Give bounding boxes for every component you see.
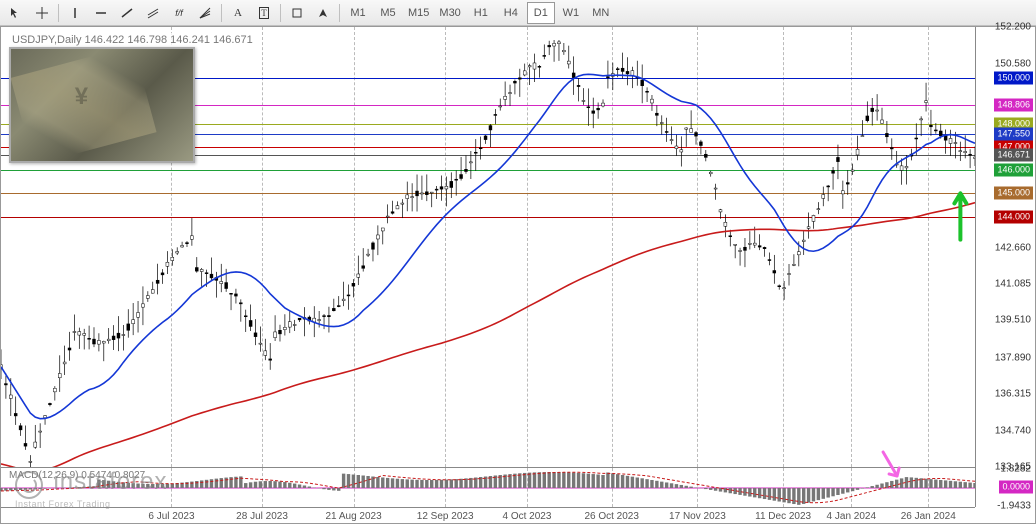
tf-m30[interactable]: M30	[435, 2, 464, 24]
watermark: instaforex Instant Forex Trading	[15, 468, 168, 509]
macd-tick: 1.8282	[1000, 463, 1031, 474]
macd-zero-box: 0.0000	[999, 481, 1033, 494]
text-label-tool[interactable]: T	[252, 2, 276, 24]
x-tick-label: 11 Dec 2023	[755, 511, 811, 522]
x-tick-label: 28 Jul 2023	[236, 511, 288, 522]
toolbar-separator	[58, 4, 59, 22]
toolbar-separator	[280, 4, 281, 22]
price-label-box: 144.000	[994, 210, 1033, 223]
text-tool[interactable]: A	[226, 2, 250, 24]
price-label-box: 148.806	[994, 99, 1033, 112]
x-tick-label: 4 Oct 2023	[502, 511, 551, 522]
vline-tool[interactable]	[63, 2, 87, 24]
x-tick-label: 17 Nov 2023	[669, 511, 726, 522]
chart-container: USDJPY,Daily 146.422 146.798 146.241 146…	[0, 26, 1036, 524]
tf-m5[interactable]: M5	[374, 2, 402, 24]
price-label-box: 150.000	[994, 71, 1033, 84]
hline-tool[interactable]	[89, 2, 113, 24]
macd-tick: -1.9433	[997, 501, 1031, 512]
channel-tool[interactable]	[141, 2, 165, 24]
price-tick: 137.890	[995, 352, 1031, 363]
fibo-tool[interactable]: f/f	[167, 2, 191, 24]
price-tick: 141.085	[995, 278, 1031, 289]
toolbar-separator	[339, 4, 340, 22]
tf-mn[interactable]: MN	[587, 2, 615, 24]
price-tick: 142.660	[995, 242, 1031, 253]
x-axis: 6 Jul 2023 28 Jul 2023 21 Aug 2023 12 Sep 2…	[1, 507, 975, 523]
toolbar: f/f A T M1 M5 M15 M30 H1 H4 D1 W1 MN	[0, 0, 1036, 26]
watermark-sub: Instant Forex Trading	[15, 499, 168, 509]
price-axis: 152.200150.580147.550146.671145.000142.6…	[975, 27, 1035, 507]
x-tick-label: 4 Jan 2024	[827, 511, 877, 522]
price-tick: 134.740	[995, 425, 1031, 436]
tf-w1[interactable]: W1	[557, 2, 585, 24]
tf-h4[interactable]: H4	[497, 2, 525, 24]
tf-m15[interactable]: M15	[404, 2, 433, 24]
arrows-tool[interactable]	[311, 2, 335, 24]
x-tick-label: 6 Jul 2023	[148, 511, 194, 522]
cursor-tool[interactable]	[4, 2, 28, 24]
price-label-box: 146.000	[994, 164, 1033, 177]
price-label-box: 145.000	[994, 187, 1033, 200]
currency-thumbnail	[9, 47, 195, 163]
tf-m1[interactable]: M1	[344, 2, 372, 24]
trendline-tool[interactable]	[115, 2, 139, 24]
price-tick: 150.580	[995, 59, 1031, 70]
symbol-label: USDJPY,Daily 146.422 146.798 146.241 146…	[9, 33, 256, 47]
crosshair-tool[interactable]	[30, 2, 54, 24]
watermark-brand: instaforex	[53, 468, 167, 495]
price-label-box: 146.671	[994, 148, 1033, 161]
toolbar-separator	[221, 4, 222, 22]
x-tick-label: 26 Jan 2024	[901, 511, 956, 522]
watermark-icon	[15, 471, 43, 499]
x-tick-label: 21 Aug 2023	[325, 511, 381, 522]
tf-d1[interactable]: D1	[527, 2, 555, 24]
price-label-box: 147.550	[994, 128, 1033, 141]
x-tick-label: 26 Oct 2023	[584, 511, 638, 522]
price-tick: 136.315	[995, 389, 1031, 400]
price-tick: 139.510	[995, 315, 1031, 326]
shapes-tool[interactable]	[285, 2, 309, 24]
tf-h1[interactable]: H1	[467, 2, 495, 24]
fibo-fan-tool[interactable]	[193, 2, 217, 24]
x-tick-label: 12 Sep 2023	[417, 511, 474, 522]
price-tick: 152.200	[995, 22, 1031, 33]
